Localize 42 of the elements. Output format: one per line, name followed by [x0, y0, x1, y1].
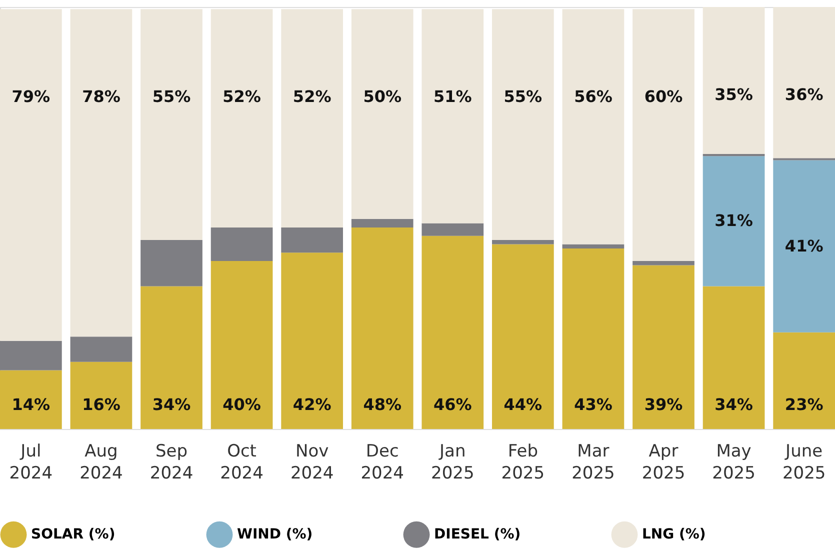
- data-label: 56%: [574, 87, 612, 106]
- x-tick-label: Aug 2024: [80, 442, 123, 484]
- data-label: 31%: [714, 211, 753, 230]
- data-label: 46%: [433, 395, 472, 414]
- x-tick-label: June 2025: [782, 442, 826, 484]
- legend-label: DIESEL (%): [434, 526, 521, 543]
- x-tick-label: Apr 2025: [642, 442, 686, 484]
- data-label: 35%: [714, 85, 753, 104]
- x-tick-label: Jul 2024: [9, 442, 53, 484]
- data-label: 23%: [784, 395, 824, 414]
- data-label: 14%: [12, 395, 50, 414]
- data-label: 51%: [433, 87, 472, 106]
- legend-label: SOLAR (%): [31, 526, 116, 543]
- data-label: 55%: [504, 87, 542, 106]
- data-label: 52%: [222, 87, 261, 106]
- data-label: 39%: [644, 395, 683, 414]
- x-tick-label: Mar 2025: [572, 442, 615, 484]
- x-tick-label: Jan 2025: [431, 442, 474, 484]
- legend-label: WIND (%): [237, 526, 313, 543]
- data-label: 44%: [504, 395, 542, 414]
- data-label: 40%: [222, 395, 261, 414]
- x-tick-label: May 2025: [712, 442, 756, 484]
- data-label: 79%: [12, 87, 50, 106]
- x-tick-label: Nov 2024: [290, 442, 334, 484]
- data-label: 36%: [784, 85, 824, 104]
- x-tick-label: Dec 2024: [360, 442, 404, 484]
- data-label: 34%: [152, 395, 191, 414]
- data-label: 48%: [363, 395, 402, 414]
- data-label: 52%: [292, 87, 332, 106]
- data-label: 34%: [714, 395, 753, 414]
- data-label: 55%: [152, 87, 191, 106]
- x-tick-label: Sep 2024: [150, 442, 194, 484]
- data-label: 78%: [82, 87, 120, 106]
- legend-label: LNG (%): [642, 526, 706, 543]
- data-label: 42%: [292, 395, 332, 414]
- data-label: 41%: [784, 236, 824, 256]
- data-label: 60%: [644, 87, 683, 106]
- x-tick-label: Oct 2024: [220, 442, 264, 484]
- data-label: 43%: [574, 395, 612, 414]
- x-tick-label: Feb 2025: [501, 442, 545, 484]
- data-label: 16%: [82, 395, 120, 414]
- data-label: 50%: [363, 87, 402, 106]
